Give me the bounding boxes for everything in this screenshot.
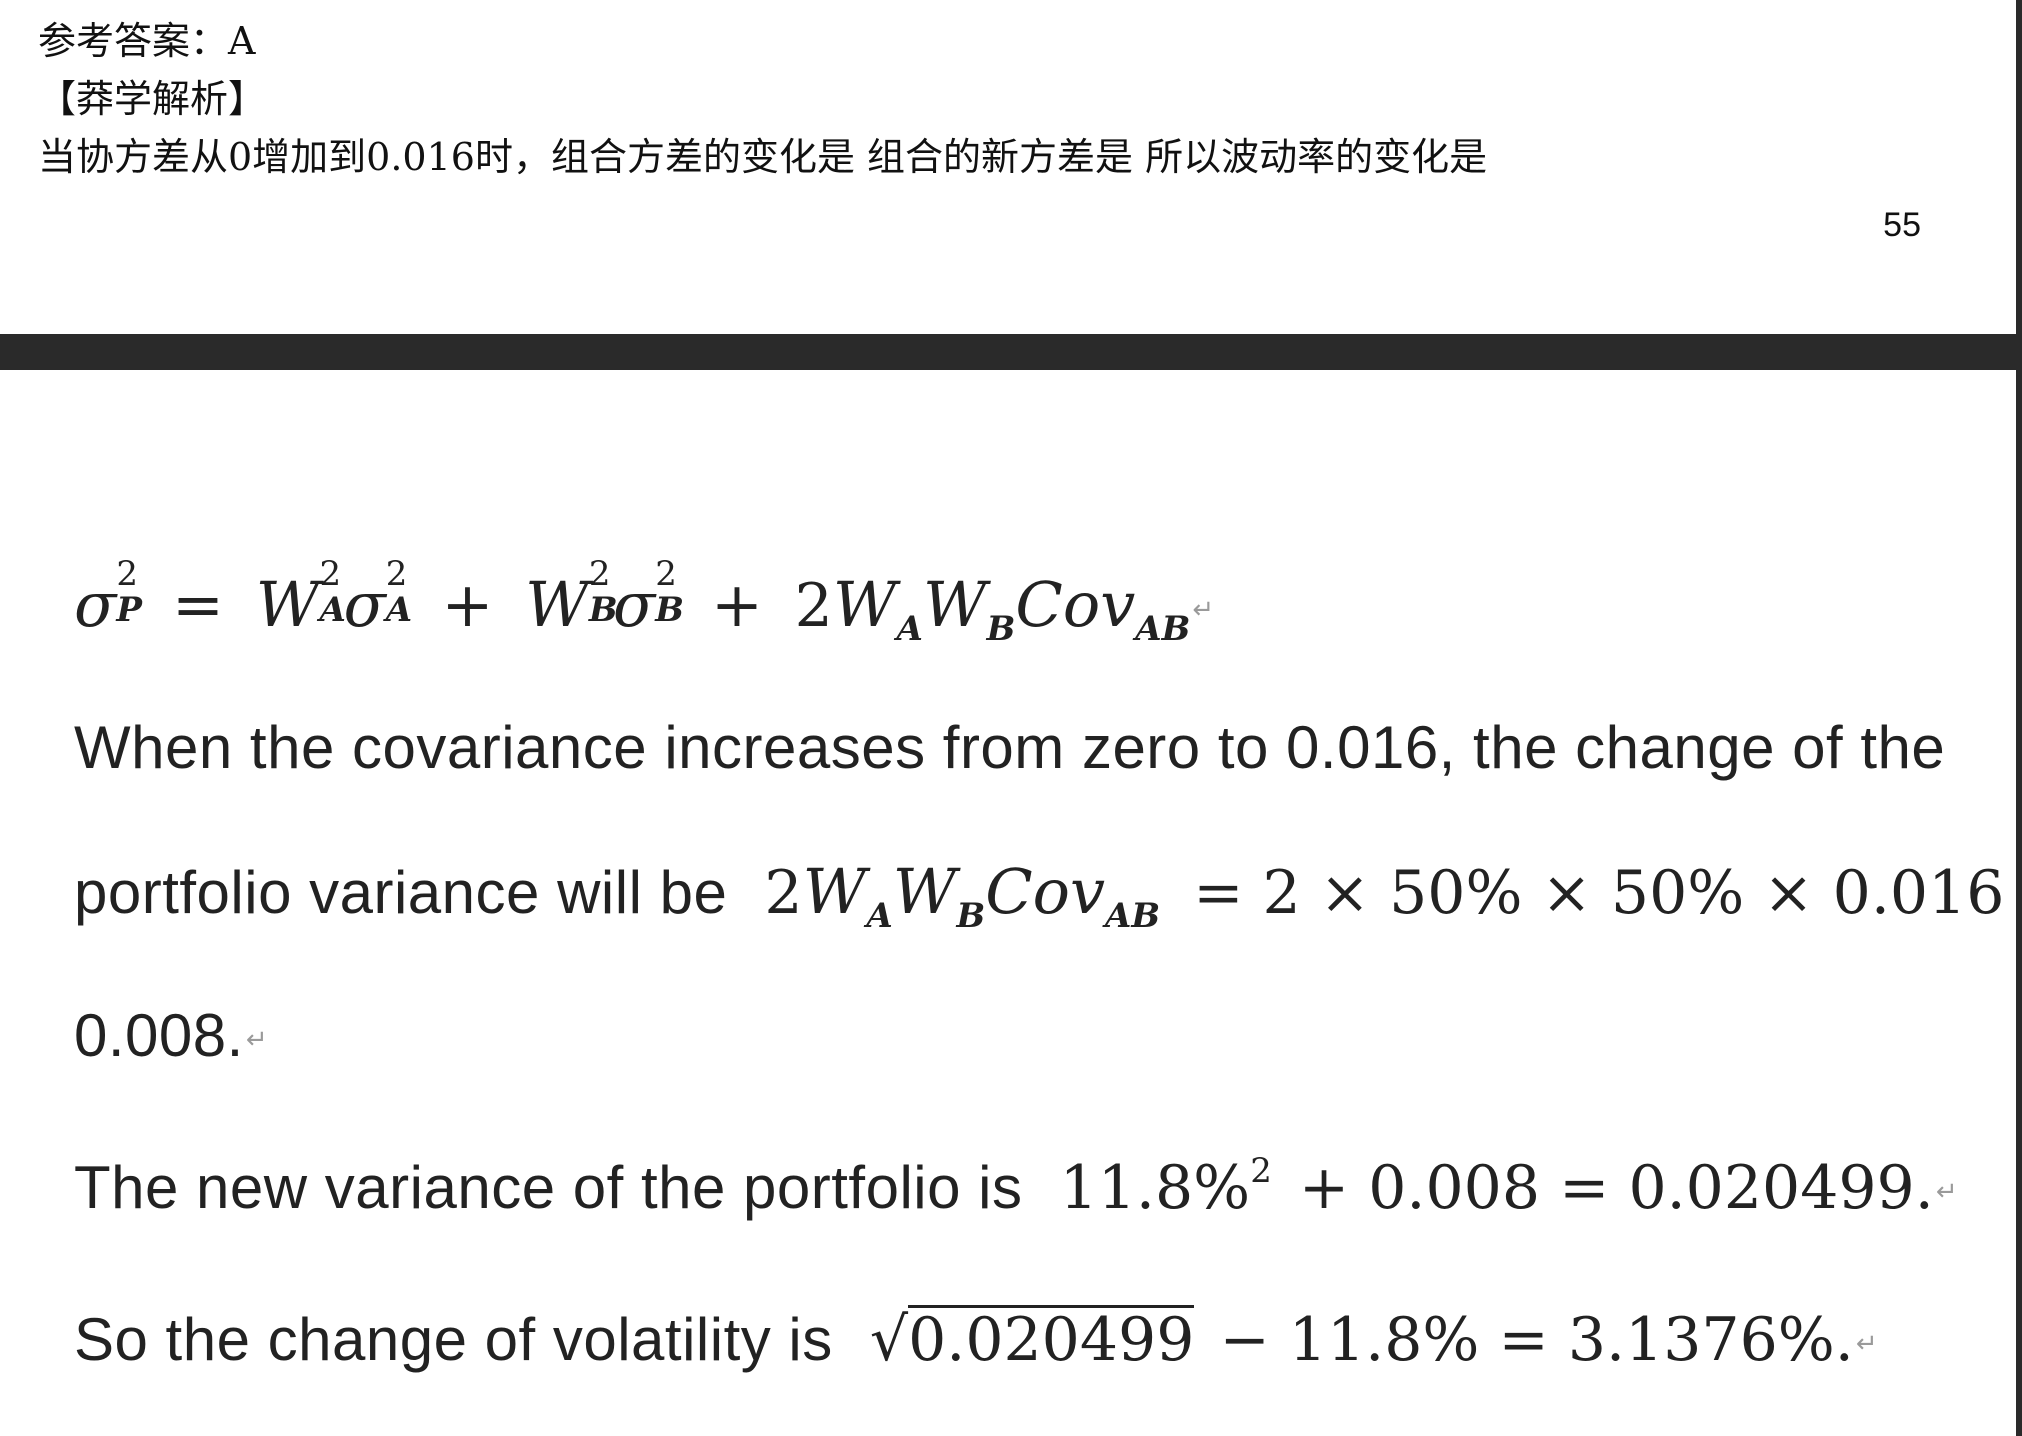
explanation-line-4: The new variance of the portfolio is 11.… bbox=[74, 1151, 1958, 1223]
square-root: √0.020499 bbox=[869, 1305, 1195, 1375]
return-mark: ↵ bbox=[245, 1025, 268, 1055]
viewer-edge bbox=[2016, 0, 2022, 1436]
answer-line: 参考答案：A bbox=[38, 19, 256, 63]
explanation-line-5: So the change of volatility is √0.020499… bbox=[74, 1305, 1878, 1375]
page-number: 55 bbox=[1883, 206, 1921, 244]
explanation-line-1: When the covariance increases from zero … bbox=[74, 714, 1946, 781]
return-mark: ↵ bbox=[1855, 1329, 1878, 1359]
analysis-title: 【莽学解析】 bbox=[38, 77, 267, 121]
return-mark: ↵ bbox=[1935, 1177, 1958, 1207]
explanation-line-2: portfolio variance will be 2WAWBCovAB = … bbox=[74, 855, 2016, 937]
return-mark: ↵ bbox=[1192, 595, 1215, 625]
explanation-line-3: 0.008.↵ bbox=[74, 1002, 268, 1069]
page-separator bbox=[0, 334, 2022, 370]
analysis-text: 当协方差从0增加到0.016时，组合方差的变化是 组合的新方差是 所以波动率的变… bbox=[38, 135, 1488, 179]
top-page: 参考答案：A 【莽学解析】 当协方差从0增加到0.016时，组合方差的变化是 组… bbox=[0, 0, 2016, 334]
